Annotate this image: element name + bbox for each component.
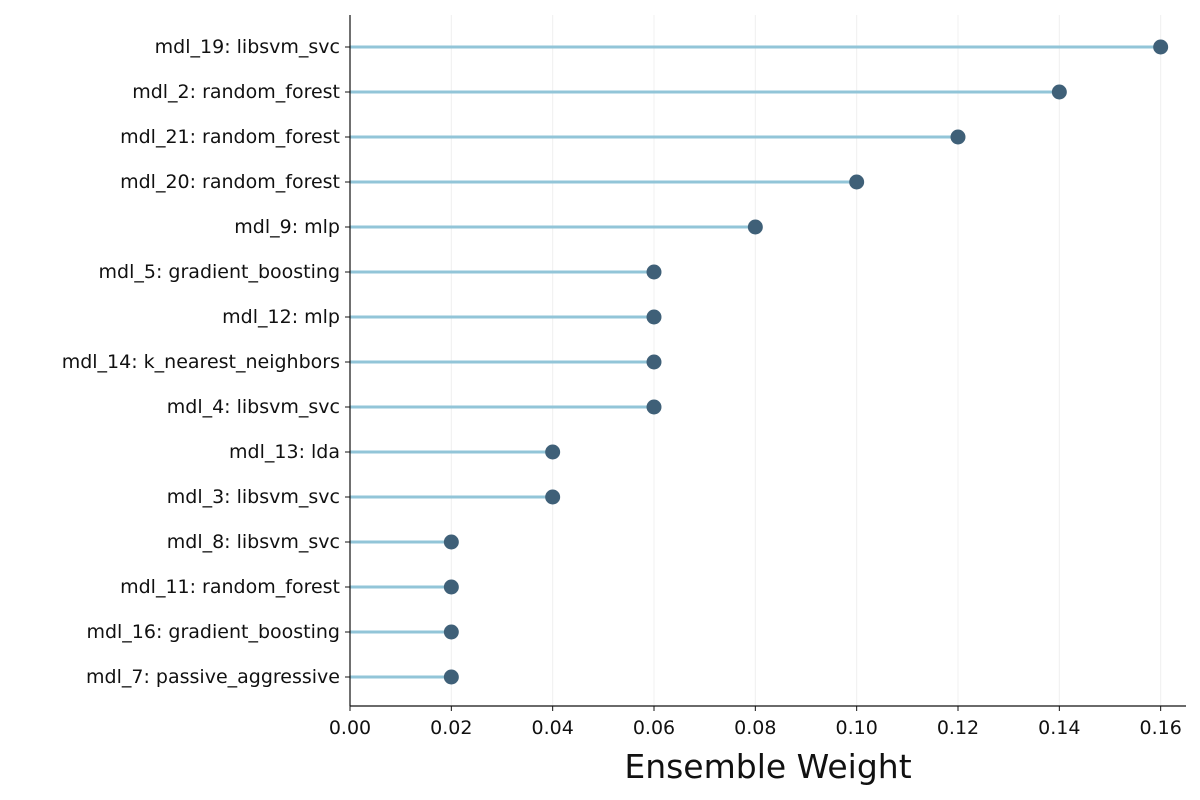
label-layer: mdl_19: libsvm_svc mdl_2: random_forestmd… bbox=[62, 36, 1182, 739]
marker-layer bbox=[443, 39, 1169, 685]
axis-layer bbox=[345, 15, 1186, 711]
lollipop-marker bbox=[443, 669, 459, 685]
lollipop-marker bbox=[1153, 39, 1169, 55]
lollipop-marker bbox=[443, 534, 459, 550]
lollipop-marker bbox=[646, 399, 662, 415]
y-tick-label: mdl_4: libsvm_svc bbox=[167, 396, 340, 418]
x-tick-label: 0.02 bbox=[430, 717, 472, 739]
x-tick-label: 0.10 bbox=[836, 717, 878, 739]
y-tick-label: mdl_19: libsvm_svc bbox=[155, 36, 340, 58]
y-tick-label: mdl_5: gradient_boosting bbox=[99, 261, 340, 283]
lollipop-marker bbox=[849, 174, 865, 190]
y-tick-label: mdl_2: random_forest bbox=[132, 81, 340, 103]
x-tick-label: 0.14 bbox=[1038, 717, 1080, 739]
lollipop-marker bbox=[1051, 84, 1067, 100]
y-tick-label: mdl_3: libsvm_svc bbox=[167, 486, 340, 508]
stem-layer bbox=[350, 45, 1161, 679]
x-tick-label: 0.00 bbox=[329, 717, 371, 739]
y-tick-label: mdl_12: mlp bbox=[222, 306, 340, 328]
x-tick-label: 0.04 bbox=[532, 717, 574, 739]
y-tick-label: mdl_16: gradient_boosting bbox=[86, 621, 340, 643]
y-tick-label: mdl_11: random_forest bbox=[120, 576, 340, 598]
y-tick-label: mdl_9: mlp bbox=[234, 216, 340, 238]
lollipop-marker bbox=[443, 624, 459, 640]
lollipop-marker bbox=[646, 264, 662, 280]
x-tick-label: 0.16 bbox=[1140, 717, 1182, 739]
y-tick-label: mdl_20: random_forest bbox=[120, 171, 340, 193]
lollipop-marker bbox=[646, 309, 662, 325]
lollipop-marker bbox=[443, 579, 459, 595]
lollipop-marker bbox=[646, 354, 662, 370]
lollipop-marker bbox=[545, 489, 561, 505]
lollipop-marker bbox=[950, 129, 966, 145]
y-tick-label: mdl_7: passive_aggressive bbox=[86, 666, 340, 688]
x-tick-label: 0.12 bbox=[937, 717, 979, 739]
lollipop-marker bbox=[545, 444, 561, 460]
lollipop-marker bbox=[747, 219, 763, 235]
y-tick-label: mdl_13: lda bbox=[229, 441, 340, 463]
y-tick-label: mdl_21: random_forest bbox=[120, 126, 340, 148]
y-tick-label: mdl_8: libsvm_svc bbox=[167, 531, 340, 553]
x-tick-label: 0.06 bbox=[633, 717, 675, 739]
x-axis-title: Ensemble Weight bbox=[624, 747, 911, 786]
x-tick-label: 0.08 bbox=[734, 717, 776, 739]
y-tick-label: mdl_14: k_nearest_neighbors bbox=[62, 351, 340, 373]
